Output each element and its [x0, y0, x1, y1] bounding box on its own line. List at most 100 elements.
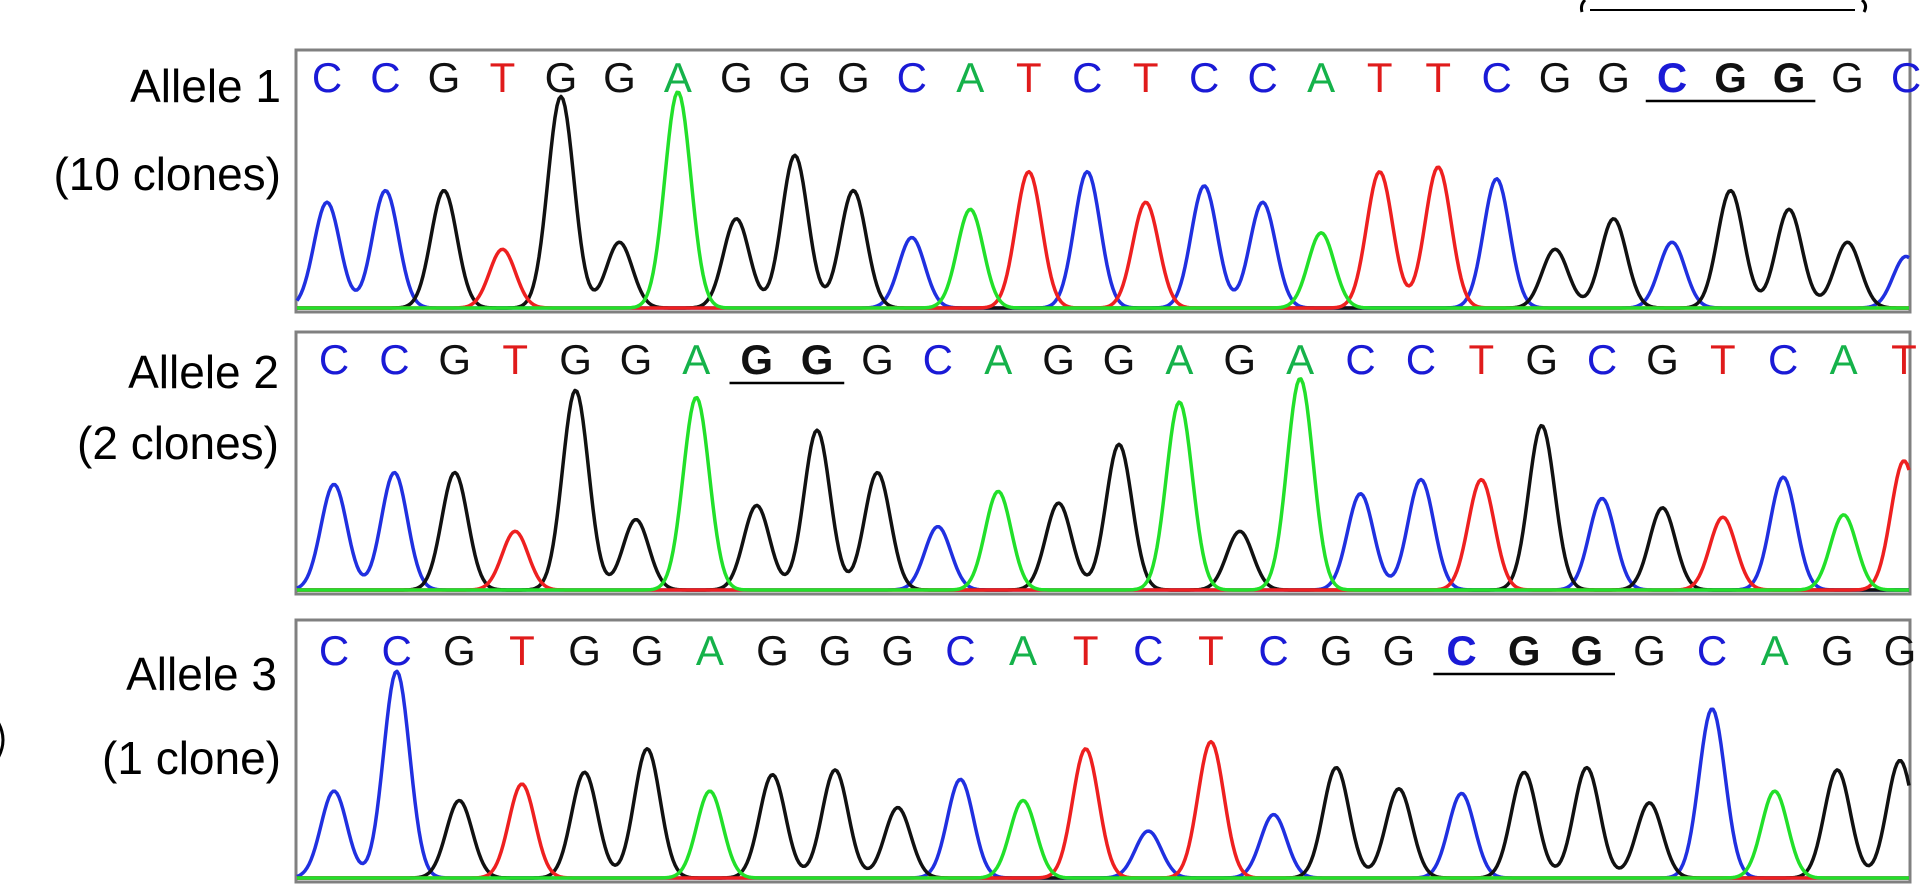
base-call-cytosine: C — [897, 54, 927, 101]
base-call-cytosine: C — [1406, 336, 1436, 383]
base-call-guanine: G — [819, 627, 852, 674]
base-call-adenine: A — [1286, 336, 1314, 383]
trace-adenine — [297, 789, 1909, 880]
base-call-guanine: G — [1646, 336, 1679, 383]
base-call-cytosine-pam: C — [1446, 627, 1476, 674]
base-call-guanine: G — [1525, 336, 1558, 383]
base-call-thymine: T — [1710, 336, 1736, 383]
base-call-guanine: G — [443, 627, 476, 674]
base-call-adenine: A — [1761, 627, 1789, 674]
base-call-cytosine: C — [1345, 336, 1375, 383]
base-call-guanine: G — [428, 54, 461, 101]
trace-guanine — [297, 94, 1909, 310]
base-call-cytosine: C — [1258, 627, 1288, 674]
base-call-thymine: T — [502, 336, 528, 383]
cropped-parenthesis-top — [1579, 0, 1587, 13]
allele-1-clone-count: (10 clones) — [53, 148, 281, 200]
base-call-guanine: G — [881, 627, 914, 674]
base-call-adenine: A — [682, 336, 710, 383]
base-call-cytosine: C — [1768, 336, 1798, 383]
base-call-cytosine: C — [1133, 627, 1163, 674]
base-call-guanine: G — [568, 627, 601, 674]
base-call-guanine: G — [1383, 627, 1416, 674]
trace-guanine — [297, 747, 1911, 880]
base-call-guanine: G — [1042, 336, 1075, 383]
trace-area — [295, 90, 1910, 310]
base-call-thymine: T — [509, 627, 535, 674]
allele-2-clone-count: (2 clones) — [77, 417, 279, 469]
base-call-cytosine: C — [319, 336, 349, 383]
base-call-adenine: A — [1165, 336, 1193, 383]
trace-area — [296, 377, 1911, 592]
base-call-thymine: T — [1073, 627, 1099, 674]
trace-area — [296, 669, 1911, 880]
base-call-guanine: G — [545, 54, 578, 101]
base-call-guanine: G — [779, 54, 812, 101]
base-call-guanine-pam: G — [740, 336, 773, 383]
trace-adenine — [297, 377, 1909, 592]
base-call-guanine: G — [756, 627, 789, 674]
trace-thymine — [297, 739, 1909, 880]
base-call-guanine: G — [1831, 54, 1864, 101]
base-call-adenine: A — [696, 627, 724, 674]
base-call-guanine: G — [720, 54, 753, 101]
base-call-cytosine: C — [1072, 54, 1102, 101]
base-call-cytosine: C — [312, 54, 342, 101]
base-call-guanine: G — [1223, 336, 1256, 383]
base-call-cytosine: C — [381, 627, 411, 674]
base-call-guanine-pam: G — [1570, 627, 1603, 674]
base-call-cytosine: C — [945, 627, 975, 674]
base-call-cytosine: C — [370, 54, 400, 101]
base-call-adenine: A — [984, 336, 1012, 383]
base-call-thymine: T — [1425, 54, 1451, 101]
trace-cytosine — [295, 169, 1910, 310]
base-call-guanine-pam: G — [801, 336, 834, 383]
base-call-thymine: T — [1133, 54, 1159, 101]
base-call-cytosine: C — [1891, 54, 1920, 101]
base-call-guanine: G — [438, 336, 471, 383]
base-call-guanine: G — [837, 54, 870, 101]
panel-frame — [294, 330, 1912, 596]
base-call-cytosine: C — [1481, 54, 1511, 101]
panel-frame — [294, 618, 1912, 884]
base-call-cytosine: C — [319, 627, 349, 674]
base-call-cytosine: C — [1697, 627, 1727, 674]
trace-adenine — [297, 90, 1909, 310]
allele-2-label: Allele 2 — [128, 346, 279, 398]
base-call-thymine: T — [490, 54, 516, 101]
trace-guanine — [297, 388, 1909, 592]
base-call-adenine: A — [1009, 627, 1037, 674]
base-call-adenine: A — [1307, 54, 1335, 101]
base-call-guanine: G — [1539, 54, 1572, 101]
base-call-guanine: G — [620, 336, 653, 383]
base-call-guanine: G — [1633, 627, 1666, 674]
panel-frame — [294, 48, 1912, 314]
base-call-cytosine: C — [1248, 54, 1278, 101]
base-call-thymine: T — [1891, 336, 1917, 383]
allele-3-label: Allele 3 — [126, 648, 277, 700]
base-call-cytosine-pam: C — [1657, 54, 1687, 101]
base-call-adenine: A — [1830, 336, 1858, 383]
base-call-guanine: G — [1597, 54, 1630, 101]
base-call-thymine: T — [1016, 54, 1042, 101]
cropped-parenthesis-top-right — [1860, 0, 1868, 13]
base-call-thymine: T — [1367, 54, 1393, 101]
base-call-cytosine: C — [923, 336, 953, 383]
base-call-guanine: G — [861, 336, 894, 383]
allele-1-label: Allele 1 — [130, 60, 281, 112]
base-call-thymine: T — [1198, 627, 1224, 674]
base-call-cytosine: C — [379, 336, 409, 383]
base-call-guanine: G — [1821, 627, 1854, 674]
base-call-guanine: G — [1103, 336, 1136, 383]
base-call-guanine-pam: G — [1714, 54, 1747, 101]
cropped-parenthesis-left — [0, 722, 5, 758]
base-call-guanine: G — [1884, 627, 1917, 674]
base-call-guanine-pam: G — [1508, 627, 1541, 674]
base-call-guanine-pam: G — [1773, 54, 1806, 101]
